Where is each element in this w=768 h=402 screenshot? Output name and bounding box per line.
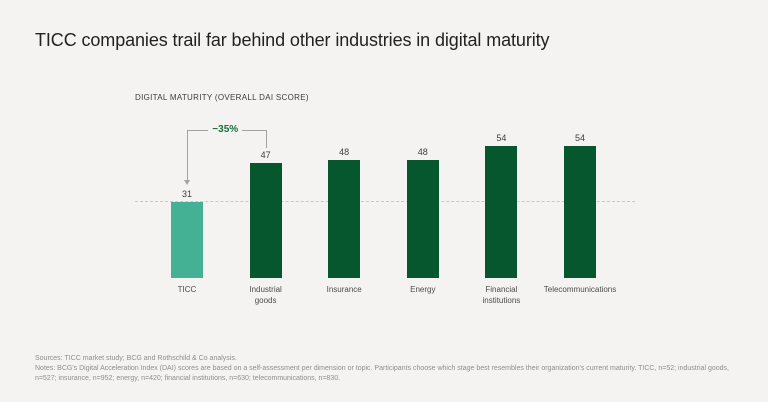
bar-ticc xyxy=(171,202,203,278)
category-label-energy: Energy xyxy=(410,285,436,294)
annotation-delta-label: −35% xyxy=(208,124,243,135)
category-label-industrial-goods: Industrial goods xyxy=(249,285,282,305)
bar-energy xyxy=(406,160,439,278)
category-label-insurance: Insurance xyxy=(326,285,362,294)
category-label-telecommunications: Telecommunications xyxy=(543,285,617,294)
bar-value-label-financial-institutions: 54 xyxy=(496,132,507,143)
chart-axis-title: DIGITAL MATURITY (OVERALL DAI SCORE) xyxy=(135,93,309,102)
bar-financial-institutions xyxy=(485,145,518,278)
category-label-ticc: TICC xyxy=(177,285,197,294)
bar-value-label-energy: 48 xyxy=(417,147,428,158)
bar-value-label-insurance: 48 xyxy=(339,147,350,158)
footer-notes: Sources: TICC market study; BCG and Roth… xyxy=(35,354,747,383)
bar-telecommunications xyxy=(564,145,596,278)
page-title: TICC companies trail far behind other in… xyxy=(35,30,550,50)
bar-insurance xyxy=(328,160,361,278)
bar-value-label-ticc: 31 xyxy=(181,189,192,200)
bar-industrial-goods xyxy=(249,162,282,278)
notes-text: Notes: BCG's Digital Acceleration Index … xyxy=(35,364,729,382)
sources-text: Sources: TICC market study; BCG and Roth… xyxy=(35,355,237,362)
bar-value-label-industrial-goods: 47 xyxy=(260,149,271,160)
annotation-arrow-down-icon xyxy=(184,180,190,186)
bar-value-label-telecommunications: 54 xyxy=(574,132,585,143)
annotation-bracket-left-line xyxy=(187,130,188,181)
annotation-bracket-right-line xyxy=(265,130,267,148)
category-label-financial-institutions: Financial institutions xyxy=(482,285,521,305)
reference-dashed-line xyxy=(135,201,635,203)
